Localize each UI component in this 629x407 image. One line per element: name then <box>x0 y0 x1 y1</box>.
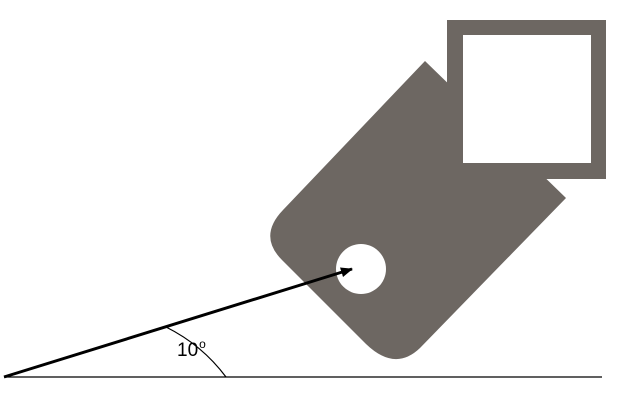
force-arrow <box>3 267 353 379</box>
angle-arc <box>165 326 227 378</box>
angle-label: 10o <box>177 338 206 361</box>
pivot-hole <box>336 244 386 294</box>
angle-degree-symbol: o <box>199 337 206 351</box>
angle-value: 10 <box>177 340 199 361</box>
square-frame-inner <box>463 35 591 163</box>
